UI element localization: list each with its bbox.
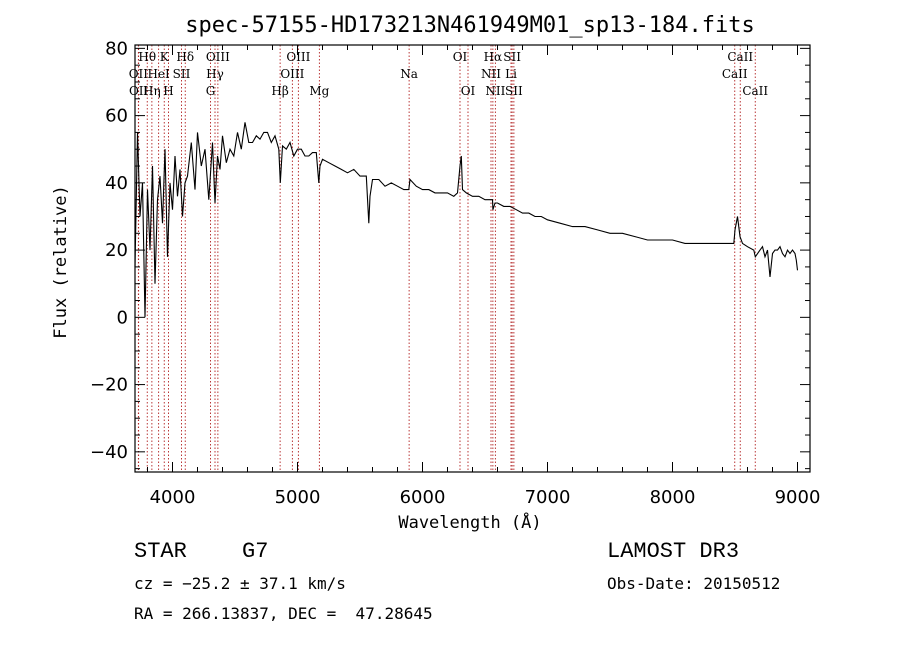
spectral-line-label: NII	[481, 67, 501, 81]
x-tick-label: 6000	[400, 487, 446, 508]
spectral-line-label: Hγ	[206, 67, 224, 81]
spectral-line-label: Hδ	[176, 50, 194, 64]
sky-coordinates: RA = 266.13837, DEC = 47.28645	[134, 604, 433, 623]
y-tick-label: 20	[105, 240, 128, 261]
spectral-line-label: SII	[505, 84, 523, 98]
spectral-line-label: Li	[505, 67, 517, 81]
spectral-line-label: NII	[485, 84, 505, 98]
spectral-line-label: OIII	[286, 50, 310, 64]
observation-date: Obs-Date: 20150512	[607, 574, 781, 593]
y-axis-label: Flux (relative)	[51, 185, 71, 339]
spectral-line-label: K	[160, 50, 170, 64]
chart-title: spec-57155-HD173213N461949M01_sp13-184.f…	[185, 13, 755, 38]
spectral-line-label: Hβ	[271, 84, 288, 98]
spectral-line-label: CaII	[722, 67, 748, 81]
spectral-line-label: SII	[173, 67, 191, 81]
spectral-line-label: OIII	[206, 50, 230, 64]
spectral-line-label: Mg	[309, 84, 329, 98]
spectral-line-label: CaII	[742, 84, 768, 98]
y-tick-label: 40	[105, 173, 128, 194]
object-subclass: G7	[242, 539, 269, 564]
spectral-line-label: OI	[453, 50, 468, 64]
y-tick-label: −40	[90, 442, 128, 463]
x-tick-label: 5000	[275, 487, 321, 508]
spectral-line-label: OI	[461, 84, 476, 98]
spectral-line-markers	[137, 45, 756, 472]
spectral-line-label: Hη	[143, 84, 161, 98]
spectral-line-label: OIII	[280, 67, 304, 81]
plot-frame	[134, 44, 811, 473]
x-tick-label: 8000	[650, 487, 696, 508]
spectral-line-label: Hθ	[138, 50, 156, 64]
x-axis-ticks: 4000 5000 6000 7000 8000 9000	[147, 45, 821, 508]
flux-series-line	[134, 122, 799, 318]
y-tick-label: 0	[117, 307, 128, 328]
spectral-line-label: SII	[503, 50, 521, 64]
y-tick-label: −20	[90, 375, 128, 396]
spectral-line-label: H	[163, 84, 173, 98]
object-class: STAR	[134, 539, 187, 564]
spectral-line-label: OII	[129, 84, 149, 98]
spectral-line-label: HeI	[147, 67, 170, 81]
spectral-line-label: Hα	[484, 50, 503, 64]
x-tick-label: 9000	[775, 487, 821, 508]
y-tick-label: 80	[105, 38, 128, 59]
x-tick-label: 7000	[525, 487, 571, 508]
x-tick-label: 4000	[150, 487, 196, 508]
redshift-velocity: cz = −25.2 ± 37.1 km/s	[134, 574, 346, 593]
y-axis-ticks: −40 −20 0 20 40 60 80	[90, 38, 810, 470]
spectral-line-label: CaII	[727, 50, 753, 64]
survey-name: LAMOST DR3	[607, 539, 740, 564]
x-axis-label: Wavelength (Å)	[398, 511, 541, 533]
y-tick-label: 60	[105, 106, 128, 127]
spectral-line-label: Na	[400, 67, 418, 81]
spectral-line-label: G	[206, 84, 216, 98]
spectral-line-label: OII	[129, 67, 149, 81]
